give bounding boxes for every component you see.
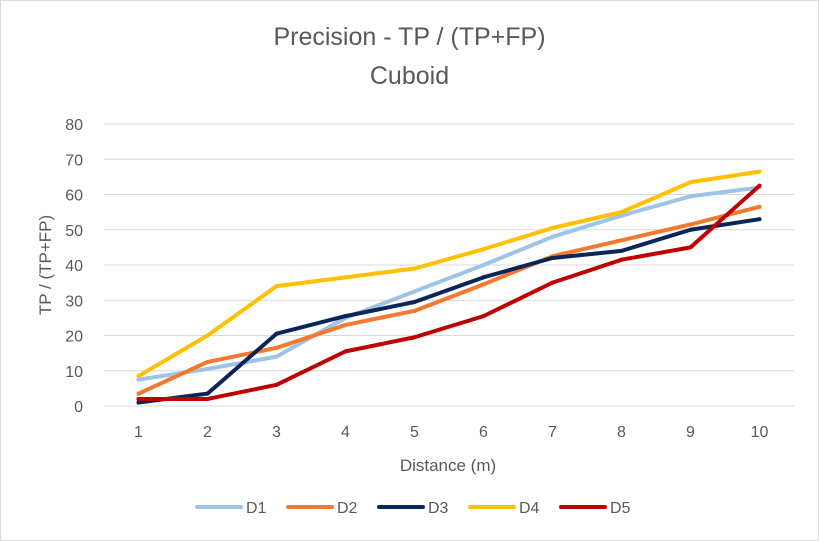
data-point-d2: [205, 359, 210, 364]
data-point-d1: [481, 263, 486, 267]
series-line-d3: [136, 217, 762, 405]
chart-subtitle: Cuboid: [369, 62, 450, 90]
series-line-d1: [136, 185, 762, 382]
data-point-d1: [412, 289, 417, 294]
y-axis-ticks: 0 10 20 30 40 50 60 70 80: [65, 117, 83, 416]
data-point-d4: [619, 210, 624, 215]
data-point-d5: [136, 396, 141, 401]
data-point-d3: [136, 400, 141, 405]
data-point-d5: [481, 314, 486, 319]
data-point-d3: [274, 331, 279, 336]
data-point-d3: [481, 275, 486, 280]
data-point-d5: [757, 183, 762, 188]
data-point-d4: [757, 169, 762, 174]
x-tick-label: 8: [617, 424, 626, 441]
gridlines: [104, 123, 794, 407]
data-point-d3: [757, 217, 762, 222]
data-point-d4: [688, 180, 693, 185]
data-point-d1: [688, 194, 693, 199]
y-tick-label: 50: [65, 223, 83, 240]
data-point-d1: [619, 213, 624, 218]
data-point-d5: [343, 349, 348, 354]
data-point-d4: [343, 275, 348, 280]
data-point-d3: [205, 391, 210, 396]
data-point-d5: [550, 280, 555, 285]
x-tick-label: 6: [479, 424, 488, 441]
data-point-d3: [550, 255, 555, 260]
data-point-d2: [343, 322, 348, 327]
data-point-d1: [274, 354, 279, 359]
legend-label-d4: D4: [519, 500, 540, 517]
y-axis-title: TP / (TP+FP): [36, 215, 55, 315]
y-tick-label: 30: [65, 293, 83, 310]
x-tick-label: 7: [548, 424, 557, 441]
data-point-d5: [688, 245, 693, 250]
data-point-d1: [136, 377, 141, 382]
chart-title: Precision - TP / (TP+FP): [273, 23, 546, 51]
legend-label-d3: D3: [428, 500, 449, 517]
data-point-d4: [205, 333, 210, 338]
y-tick-label: 70: [65, 152, 83, 169]
x-axis-title: Distance (m): [400, 456, 496, 475]
data-point-d2: [481, 282, 486, 287]
data-point-d3: [619, 248, 624, 253]
y-tick-label: 60: [65, 188, 83, 205]
x-tick-label: 3: [272, 424, 281, 441]
data-point-d5: [274, 382, 279, 387]
data-point-d2: [274, 345, 279, 350]
data-point-d2: [136, 391, 141, 396]
data-point-d2: [757, 204, 762, 209]
x-tick-label: 1: [134, 424, 143, 441]
y-tick-label: 0: [74, 399, 83, 416]
series-line-d5: [136, 183, 762, 401]
y-tick-label: 20: [65, 329, 83, 346]
data-point-d1: [550, 234, 555, 239]
x-tick-label: 4: [341, 424, 350, 441]
data-point-d4: [412, 266, 417, 271]
series-line-d4: [136, 169, 762, 379]
data-point-d4: [274, 284, 279, 289]
data-point-d4: [136, 374, 141, 379]
x-tick-label: 5: [410, 424, 419, 441]
data-point-d5: [205, 396, 210, 401]
y-tick-label: 10: [65, 364, 83, 381]
data-point-d2: [619, 238, 624, 243]
legend-label-d1: D1: [246, 500, 267, 517]
x-tick-label: 10: [751, 424, 769, 441]
series-lines: [136, 169, 762, 405]
data-point-d5: [412, 335, 417, 340]
data-point-d2: [688, 222, 693, 227]
y-tick-label: 40: [65, 258, 83, 275]
data-point-d1: [205, 366, 210, 371]
series-line-d2: [136, 204, 762, 396]
legend-label-d5: D5: [610, 500, 631, 517]
data-point-d3: [688, 227, 693, 232]
x-tick-label: 9: [686, 424, 695, 441]
data-point-d5: [619, 257, 624, 262]
x-axis-ticks: 1 2 3 4 5 6 7 8 9 10: [134, 424, 768, 441]
legend-label-d2: D2: [337, 500, 358, 517]
data-point-d4: [550, 225, 555, 230]
data-point-d4: [481, 247, 486, 252]
legend: D1 D2 D3 D4 D5: [195, 500, 631, 517]
data-point-d2: [412, 308, 417, 313]
y-tick-label: 80: [65, 117, 83, 134]
data-point-d3: [343, 314, 348, 319]
x-tick-label: 2: [203, 424, 212, 441]
data-point-d3: [412, 300, 417, 305]
